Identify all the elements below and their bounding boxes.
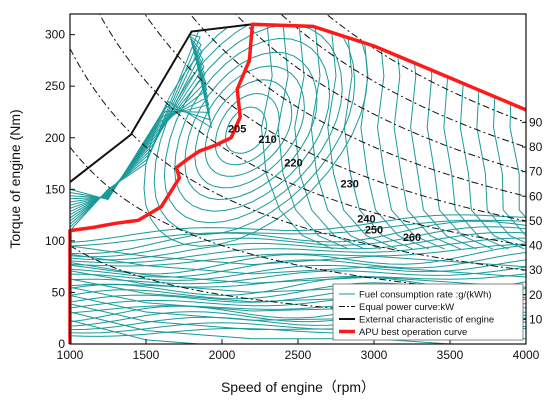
fuel-contour-right [393, 24, 461, 250]
x-tick-label: 3500 [437, 348, 464, 362]
fuel-contour-loop [163, 24, 343, 224]
fuel-contour-label: 220 [284, 158, 302, 170]
y-axis-ticks: 0 50 100 150 200 250 300 [45, 28, 75, 351]
y-tick-label: 0 [58, 337, 65, 351]
fuel-contour-label: 210 [258, 134, 276, 146]
x-tick-label: 1500 [133, 348, 160, 362]
fuel-contour-right [310, 24, 382, 250]
fuel-contour-low [70, 252, 526, 278]
equal-power-curve [98, 14, 526, 246]
equal-power-curve [280, 14, 526, 148]
equal-power-curve [234, 14, 526, 173]
fuel-contour-label: 250 [365, 225, 383, 237]
power-tick-label: 30 [529, 263, 543, 277]
fuel-contour-loop [143, 24, 368, 247]
power-tick-label: 60 [529, 189, 543, 203]
fuel-contour-left [70, 49, 211, 199]
power-tick-label: 80 [529, 140, 543, 154]
fuel-contour-label: 230 [341, 178, 359, 190]
fuel-contour-loop [153, 24, 356, 236]
fuel-contour-label: 240 [357, 213, 375, 225]
y-tick-label: 100 [45, 234, 65, 248]
y-tick-label: 200 [45, 131, 65, 145]
fuel-contour-right [260, 24, 334, 250]
fuel-contour-diag [70, 245, 526, 268]
power-tick-label: 10 [529, 312, 543, 326]
fuel-contour-label: 260 [403, 232, 421, 244]
fuel-contour-left [70, 45, 208, 206]
fuel-contour-diag [70, 262, 526, 288]
fuel-contour-right [505, 24, 526, 250]
x-axis-ticks: 1000 1500 2000 2500 3000 3500 4000 [57, 339, 540, 362]
legend-label-apu: APU best operation curve [359, 327, 467, 338]
y-tick-label: 150 [45, 182, 65, 196]
fuel-contour-loop [194, 65, 305, 189]
power-tick-label: 90 [529, 115, 543, 129]
x-tick-label: 2000 [209, 348, 236, 362]
legend-label-external: External characteristic of engine [359, 315, 494, 326]
x-tick-label: 1000 [57, 348, 84, 362]
fuel-contour-left [70, 43, 207, 209]
fuel-contour-low [70, 220, 526, 255]
y-tick-label: 50 [52, 285, 66, 299]
equal-power-curve [325, 14, 526, 123]
fuel-contour-low [70, 237, 526, 264]
fuel-contour-loop [204, 79, 293, 177]
legend-label-power: Equal power curve:kW [359, 302, 454, 313]
fuel-contour-left [70, 51, 212, 200]
power-axis-ticks: 10 20 30 40 50 60 70 80 90 [522, 115, 543, 326]
power-tick-label: 20 [529, 288, 543, 302]
fuel-contour-diag [70, 311, 526, 344]
x-tick-label: 2500 [285, 348, 312, 362]
series-layer [68, 22, 527, 344]
fuel-contour-label: 205 [228, 124, 246, 136]
legend-box [332, 283, 524, 341]
legend-label-fuel: Fuel consumption rate :g/(kWh) [359, 290, 492, 301]
fuel-contour-low [70, 266, 526, 285]
x-axis-label: Speed of engine（rpm） [221, 379, 375, 395]
fuel-contour-right [360, 24, 429, 250]
x-tick-label: 4000 [513, 348, 540, 362]
fuel-contour-left [70, 40, 205, 216]
fuel-contour-right [277, 24, 350, 250]
equal-power-curve [189, 14, 526, 197]
y-tick-label: 300 [45, 28, 65, 42]
legend: Fuel consumption rate :g/(kWh)Equal powe… [332, 283, 524, 341]
fuel-contour-right [409, 24, 477, 250]
x-tick-label: 3000 [361, 348, 388, 362]
fuel-consumption-contours [70, 24, 526, 344]
fuel-contour-loop [174, 37, 331, 212]
fuel-contour-loop [184, 51, 318, 201]
fuel-contour-loop [214, 92, 280, 166]
fuel-contour-left [70, 46, 209, 203]
power-tick-label: 50 [529, 214, 543, 228]
fuel-contour-left [70, 53, 213, 201]
fuel-contour-right [327, 24, 398, 250]
y-tick-label: 250 [45, 79, 65, 93]
power-tick-label: 40 [529, 239, 543, 253]
fuel-contour-low [70, 231, 526, 261]
fuel-contour-low [70, 226, 526, 258]
fuel-contour-right [294, 24, 366, 250]
y-axis-label: Torque of engine (Nm) [7, 109, 23, 248]
power-tick-label: 70 [529, 165, 543, 179]
fuel-contour-low [70, 259, 526, 281]
fuel-contour-low [70, 214, 526, 243]
equal-power-curve [70, 48, 526, 271]
fuel-contour-diag [70, 319, 526, 344]
fuel-contour-low [70, 219, 526, 247]
fuel-contour-left [70, 48, 210, 200]
apu-best-operation-line [68, 22, 527, 344]
fuel-contour-right [376, 24, 445, 250]
fuel-contour-low [70, 273, 526, 288]
fuel-contour-diag [70, 253, 526, 278]
